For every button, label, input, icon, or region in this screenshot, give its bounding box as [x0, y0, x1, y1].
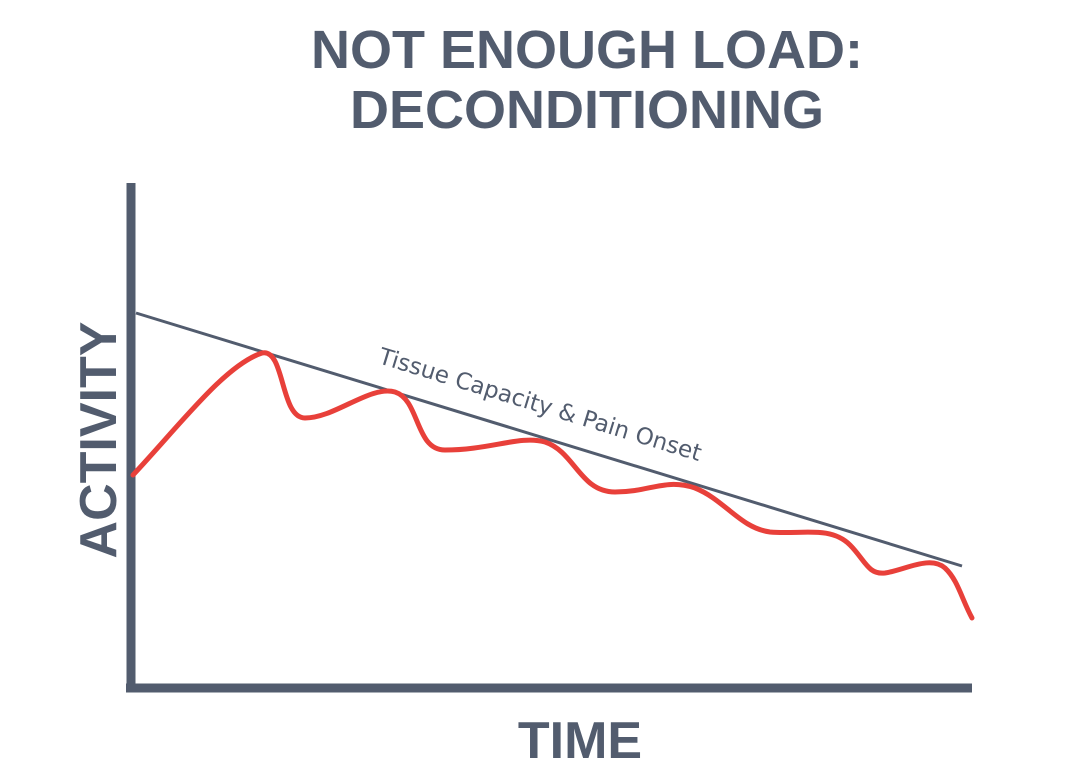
- activity-curve: [130, 350, 975, 621]
- title-line: NOT ENOUGH LOAD:: [311, 20, 863, 80]
- y-axis-label: ACTIVITY: [70, 322, 128, 559]
- x-axis-label: TIME: [518, 712, 642, 770]
- capacity-line: [135, 311, 963, 568]
- title-line: DECONDITIONING: [350, 80, 824, 140]
- capacity-line-label: Tissue Capacity & Pain Onset: [375, 343, 705, 466]
